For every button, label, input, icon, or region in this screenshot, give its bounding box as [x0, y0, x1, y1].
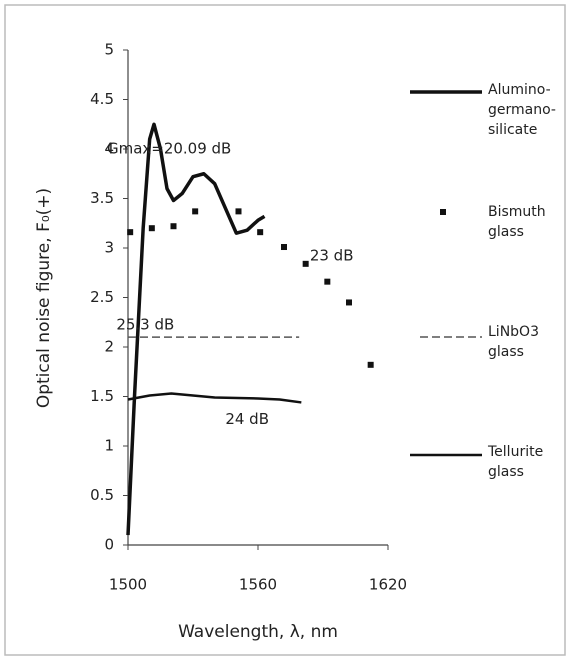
y-tick-label: 0	[104, 536, 114, 554]
y-tick-label: 1.5	[90, 387, 114, 405]
marker	[324, 278, 331, 285]
y-tick-label: 2	[104, 338, 114, 356]
marker	[148, 225, 155, 232]
x-tick-label: 1560	[239, 576, 277, 594]
marker	[346, 299, 352, 306]
x-tick-label: 1500	[109, 576, 147, 594]
series-line	[126, 122, 266, 536]
y-axis-label: Optical noise figure, F₀(+)	[34, 188, 54, 408]
y-tick-label: 2.5	[90, 288, 114, 306]
marker	[367, 361, 374, 368]
legend-label: Alumino-germano-silicate	[488, 82, 556, 138]
annotation: 25.3 dB	[116, 316, 174, 334]
marker	[170, 223, 177, 230]
y-tick-label: 4	[104, 140, 114, 158]
legend-marker	[440, 209, 446, 215]
marker	[281, 244, 287, 251]
marker	[257, 229, 264, 236]
series-line	[127, 392, 302, 404]
annotation: Gmax=20.09 dB	[107, 140, 231, 158]
marker	[302, 260, 309, 267]
y-tick-label: 3	[104, 239, 114, 257]
annotation: 23 dB	[310, 246, 354, 264]
x-axis-label: Wavelength, λ, nm	[178, 622, 338, 642]
y-tick-label: 0.5	[90, 486, 114, 504]
frame	[4, 4, 566, 656]
annotation: 24 dB	[225, 410, 269, 428]
marker	[127, 229, 134, 236]
legend-label: Tellurite glass	[488, 444, 544, 480]
marker	[192, 208, 199, 215]
legend-label: LiNbO3 glass	[488, 324, 539, 360]
y-tick-label: 5	[104, 41, 114, 59]
x-tick-label: 1620	[369, 576, 407, 594]
y-tick-label: 3.5	[90, 189, 114, 207]
y-tick-label: 1	[104, 437, 114, 455]
y-tick-label: 4.5	[90, 90, 114, 108]
legend-label: Bismuth glass	[488, 204, 546, 240]
marker	[235, 208, 242, 215]
